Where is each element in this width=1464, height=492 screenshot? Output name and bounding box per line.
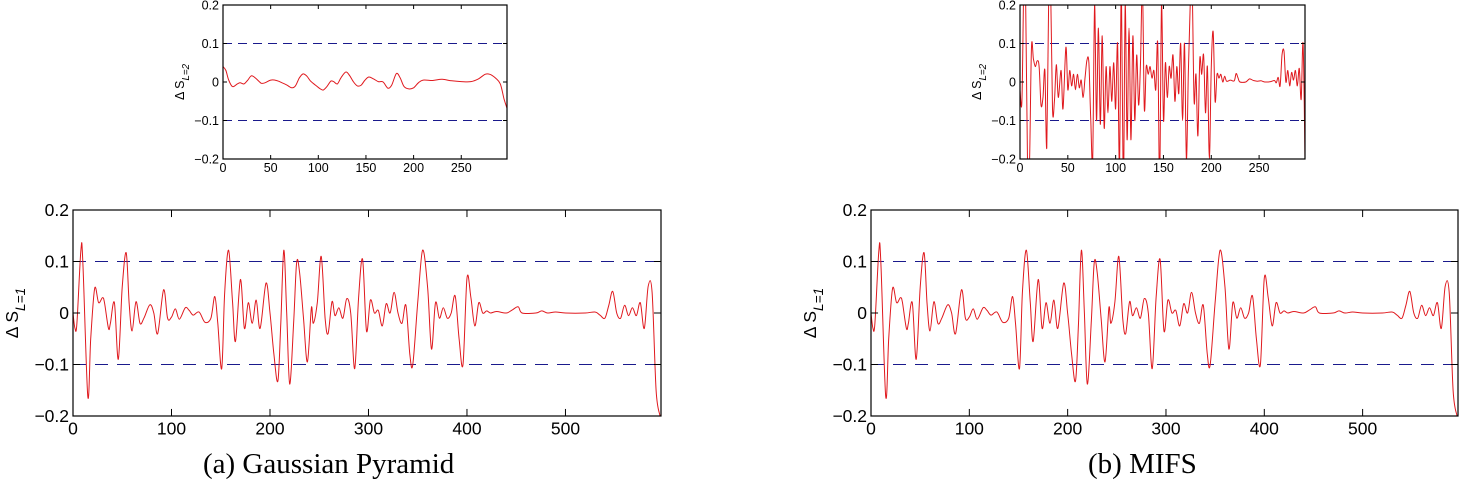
y-tick-label: −0.1 [194, 114, 219, 128]
y-tick-label: 0.2 [843, 200, 867, 220]
y-axis-label: Δ SL=1 [2, 288, 28, 338]
y-tick-label: 0.1 [999, 37, 1016, 51]
signal-line [1020, 4, 1305, 160]
signal-line [73, 242, 661, 417]
x-tick-label: 0 [68, 418, 78, 435]
x-tick-label: 0 [220, 161, 227, 175]
x-tick-label: 200 [1053, 418, 1082, 435]
x-tick-label: 100 [955, 418, 984, 435]
y-tick-label: 0.1 [843, 252, 867, 272]
x-tick-label: 0 [1017, 161, 1024, 175]
y-tick-label: −0.2 [194, 152, 219, 166]
x-tick-label: 300 [354, 418, 383, 435]
y-tick-label: 0 [212, 75, 219, 89]
svg-text:Δ SL=2: Δ SL=2 [970, 63, 989, 100]
x-tick-label: 200 [1201, 161, 1222, 175]
x-tick-label: 150 [356, 161, 377, 175]
y-tick-label: −0.2 [34, 406, 69, 426]
x-tick-label: 200 [403, 161, 424, 175]
y-tick-label: 0 [857, 303, 867, 323]
x-tick-label: 400 [1250, 418, 1279, 435]
svg-text:Δ SL=1: Δ SL=1 [800, 288, 826, 338]
y-tick-label: −0.1 [991, 114, 1016, 128]
x-tick-label: 200 [255, 418, 284, 435]
svg-text:Δ SL=2: Δ SL=2 [173, 63, 192, 100]
y-tick-label: 0.2 [999, 0, 1016, 12]
x-tick-label: 500 [1348, 418, 1377, 435]
x-tick-label: 300 [1151, 418, 1180, 435]
x-tick-label: 400 [452, 418, 481, 435]
caption-gaussian-pyramid: (a) Gaussian Pyramid [203, 448, 455, 480]
caption-mifs: (b) MIFS [1088, 448, 1197, 480]
y-tick-label: 0.2 [45, 200, 69, 220]
y-axis-label: Δ SL=2 [970, 63, 989, 100]
chart-gp-level2: 0 50 100 150 200 250 −0.2 −0.1 0 0.1 0.2 Δ SL=2 [173, 0, 508, 175]
y-tick-label: 0 [59, 303, 69, 323]
x-tick-label: 150 [1153, 161, 1174, 175]
x-tick-label: 250 [1249, 161, 1270, 175]
x-tick-label: 50 [264, 161, 278, 175]
y-tick-label: −0.1 [34, 355, 69, 375]
y-tick-label: −0.1 [832, 355, 867, 375]
y-tick-label: −0.2 [991, 152, 1016, 166]
chart-gp-level1: 0 100 200 300 400 500 −0.2 −0.1 0 0.1 0.2 Δ SL=1 [2, 200, 662, 435]
y-axis-label: Δ SL=1 [800, 288, 826, 338]
x-tick-label: 50 [1061, 161, 1075, 175]
y-tick-label: 0.1 [202, 37, 219, 51]
y-tick-label: 0.2 [202, 0, 219, 12]
chart-mifs-level2: 0 50 100 150 200 250 −0.2 −0.1 0 0.1 0.2 Δ SL=2 [970, 0, 1306, 175]
x-tick-label: 100 [308, 161, 329, 175]
signal-line [223, 66, 507, 109]
x-tick-label: 100 [157, 418, 186, 435]
x-tick-label: 100 [1105, 161, 1126, 175]
y-tick-label: −0.2 [832, 406, 867, 426]
y-tick-label: 0.1 [45, 252, 69, 272]
chart-mifs-level1: 0 100 200 300 400 500 −0.2 −0.1 0 0.1 0.2 Δ SL=1 [800, 200, 1459, 435]
signal-line [871, 242, 1458, 417]
x-tick-label: 0 [866, 418, 876, 435]
x-tick-label: 250 [451, 161, 472, 175]
x-tick-label: 500 [551, 418, 580, 435]
svg-text:Δ SL=1: Δ SL=1 [2, 288, 28, 338]
y-axis-label: Δ SL=2 [173, 63, 192, 100]
y-tick-label: 0 [1009, 75, 1016, 89]
